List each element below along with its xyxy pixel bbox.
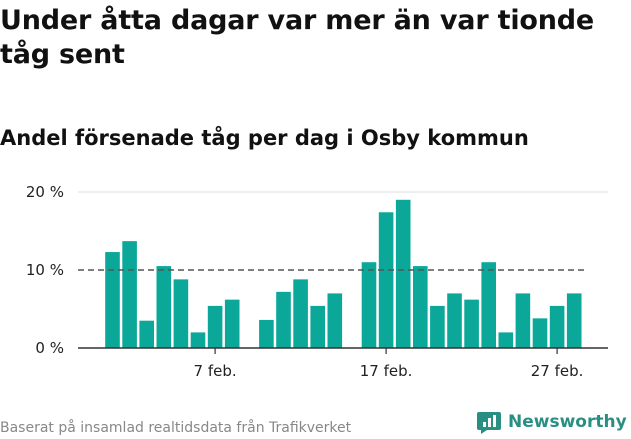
bar — [498, 332, 514, 348]
bar — [464, 299, 479, 348]
bar — [259, 319, 274, 348]
y-axis-ticks: 0 % 10 % 20 % — [26, 183, 64, 357]
x-tick-label: 7 feb. — [194, 362, 237, 380]
bar — [395, 199, 411, 348]
bar — [549, 305, 565, 348]
bar — [532, 318, 548, 348]
brand-name: Newsworthy — [508, 412, 627, 432]
bar — [293, 279, 308, 348]
bar — [515, 293, 531, 348]
bar — [361, 262, 377, 348]
bar — [327, 293, 343, 348]
x-tick-label: 17 feb. — [360, 362, 413, 380]
bar — [566, 293, 582, 348]
bar — [224, 299, 240, 348]
bar — [378, 212, 394, 348]
bar — [122, 241, 137, 348]
bar — [207, 305, 223, 348]
y-tick-label: 10 % — [26, 261, 64, 279]
bar — [190, 332, 206, 348]
bar — [481, 262, 496, 348]
bar — [276, 291, 291, 348]
source-note: Baserat på insamlad realtidsdata från Tr… — [0, 420, 352, 436]
y-tick-label: 0 % — [35, 339, 64, 357]
bar — [156, 266, 172, 348]
newsworthy-logo[interactable]: Newsworthy — [476, 407, 627, 437]
chart-subtitle: Andel försenade tåg per dag i Osby kommu… — [0, 126, 529, 150]
bars — [105, 199, 582, 348]
y-tick-label: 20 % — [26, 183, 64, 201]
x-tick-label: 27 feb. — [531, 362, 584, 380]
x-axis-ticks: 7 feb. 17 feb. 27 feb. — [194, 348, 584, 380]
bar — [430, 305, 445, 348]
newsworthy-logo-icon — [477, 412, 501, 434]
chart-title: Under åtta dagar var mer än var tionde t… — [0, 5, 595, 70]
bar — [310, 305, 325, 348]
bar — [139, 320, 154, 348]
bar — [447, 293, 462, 348]
bar — [413, 266, 428, 348]
bar — [173, 279, 189, 348]
bar — [105, 252, 120, 348]
bar-chart: 0 % 10 % 20 % 7 feb. 17 feb. 27 feb. — [26, 183, 608, 380]
